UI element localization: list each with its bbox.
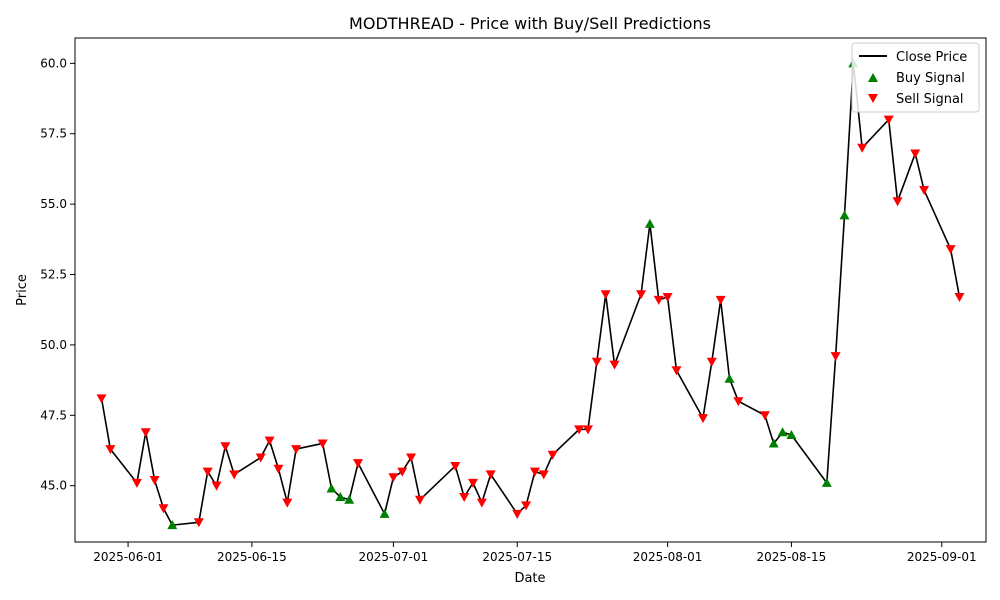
- legend-buy-swatch: [868, 73, 878, 82]
- buy-signal-marker: [821, 477, 832, 487]
- legend-label-buy: Buy Signal: [896, 71, 965, 86]
- sell-signal-marker: [636, 290, 647, 300]
- buy-signal-marker: [335, 491, 346, 501]
- buy-signal-marker: [777, 427, 788, 437]
- sell-signal-marker: [857, 143, 868, 153]
- x-tick-label: 2025-09-01: [907, 550, 977, 564]
- sell-signal-marker: [759, 411, 770, 421]
- sell-signal-marker: [574, 425, 585, 435]
- legend-box: [851, 42, 980, 113]
- sell-signal-marker: [671, 366, 682, 376]
- sell-signal-marker: [697, 414, 708, 424]
- x-axis: 2025-06-01 2025-06-15 2025-07-01 2025-07-15…: [93, 542, 977, 564]
- chart-title: MODTHREAD - Price with Buy/Sell Predicti…: [349, 14, 711, 33]
- sell-signal-marker: [733, 397, 744, 407]
- buy-signal-marker: [839, 210, 850, 220]
- sell-signal-marker: [919, 186, 930, 196]
- legend-label-close: Close Price: [896, 50, 967, 65]
- legend-label-sell: Sell Signal: [896, 92, 964, 107]
- sell-signal-marker: [211, 481, 222, 491]
- sell-signal-marker: [273, 464, 284, 474]
- buy-signal-marker: [326, 483, 337, 493]
- sell-signal-marker: [883, 115, 894, 125]
- sell-signal-marker: [662, 293, 673, 303]
- sell-signal-marker: [282, 498, 293, 508]
- sell-signal-marker: [892, 197, 903, 207]
- buy-signal-marker: [786, 430, 797, 440]
- sell-signal-marker: [397, 467, 408, 477]
- x-axis-label: Date: [514, 571, 545, 586]
- x-tick-label: 2025-06-01: [93, 550, 163, 564]
- sell-signal-marker: [202, 467, 213, 477]
- y-tick-label: 55.0: [40, 197, 67, 211]
- sell-signal-marker: [353, 459, 364, 469]
- sell-signal-marker: [954, 293, 965, 303]
- sell-signal-marker: [476, 498, 487, 508]
- sell-signal-marker: [406, 453, 417, 463]
- sell-signal-marker: [450, 461, 461, 471]
- sell-signal-marker: [105, 445, 116, 455]
- sell-signal-marker: [158, 504, 169, 514]
- buy-signal-marker: [724, 373, 735, 383]
- sell-signal-marker: [830, 352, 841, 362]
- x-tick-label: 2025-07-15: [482, 550, 552, 564]
- sell-signal-marker: [521, 501, 532, 511]
- sell-signal-marker: [600, 290, 611, 300]
- sell-signal-marker: [512, 509, 523, 519]
- buy-signal-marker: [167, 520, 178, 530]
- sell-signal-marker: [945, 245, 956, 255]
- sell-signal-marker: [96, 394, 107, 404]
- series-layer: [96, 58, 965, 530]
- sell-signal-marker: [388, 473, 399, 483]
- sell-signal-marker: [485, 470, 496, 480]
- sell-signal-marker: [547, 450, 558, 460]
- sell-signal-marker: [706, 357, 717, 367]
- sell-signal-marker: [468, 478, 479, 488]
- y-tick-label: 47.5: [40, 408, 67, 422]
- y-tick-label: 57.5: [40, 127, 67, 141]
- y-tick-label: 45.0: [40, 479, 67, 493]
- y-axis-label: Price: [15, 274, 30, 306]
- sell-signal-marker: [609, 360, 620, 370]
- buy-signal-marker: [344, 494, 355, 504]
- sell-signal-marker: [538, 470, 549, 480]
- sell-signal-marker: [910, 149, 921, 159]
- buy-signal-marker: [768, 438, 779, 448]
- x-tick-label: 2025-07-01: [359, 550, 429, 564]
- sell-signal-marker: [220, 442, 231, 452]
- sell-signal-marker: [582, 425, 593, 435]
- legend: Close Price Buy Signal Sell Signal: [851, 42, 980, 113]
- sell-signal-marker: [140, 428, 151, 438]
- sell-signal-marker: [291, 445, 302, 455]
- sell-signal-marker: [149, 476, 160, 486]
- sell-signal-marker: [459, 492, 470, 502]
- y-axis: 45.0 47.5 50.0 52.5 55.0 57.5 60.0: [40, 56, 75, 493]
- sell-signal-marker: [255, 453, 266, 463]
- sell-signal-marker: [193, 518, 204, 528]
- sell-signal-marker: [591, 357, 602, 367]
- sell-signal-marker: [715, 295, 726, 305]
- sell-signal-marker: [317, 439, 328, 449]
- sell-signal-marker: [229, 470, 240, 480]
- buy-signal-marker: [644, 218, 655, 228]
- sell-signal-marker: [264, 436, 275, 446]
- plot-frame: [74, 37, 987, 543]
- plot-area: [74, 37, 987, 543]
- legend-sell-swatch: [868, 94, 878, 103]
- y-tick-label: 60.0: [40, 56, 67, 70]
- y-tick-label: 52.5: [40, 268, 67, 282]
- sell-signal-marker: [653, 295, 664, 305]
- y-tick-label: 50.0: [40, 338, 67, 352]
- buy-signal-marker: [379, 508, 390, 518]
- x-tick-label: 2025-08-15: [757, 550, 827, 564]
- x-tick-label: 2025-06-15: [217, 550, 287, 564]
- sell-signal-marker: [529, 467, 540, 477]
- sell-signal-marker: [414, 495, 425, 505]
- x-tick-label: 2025-08-01: [633, 550, 703, 564]
- sell-signal-marker: [131, 478, 142, 488]
